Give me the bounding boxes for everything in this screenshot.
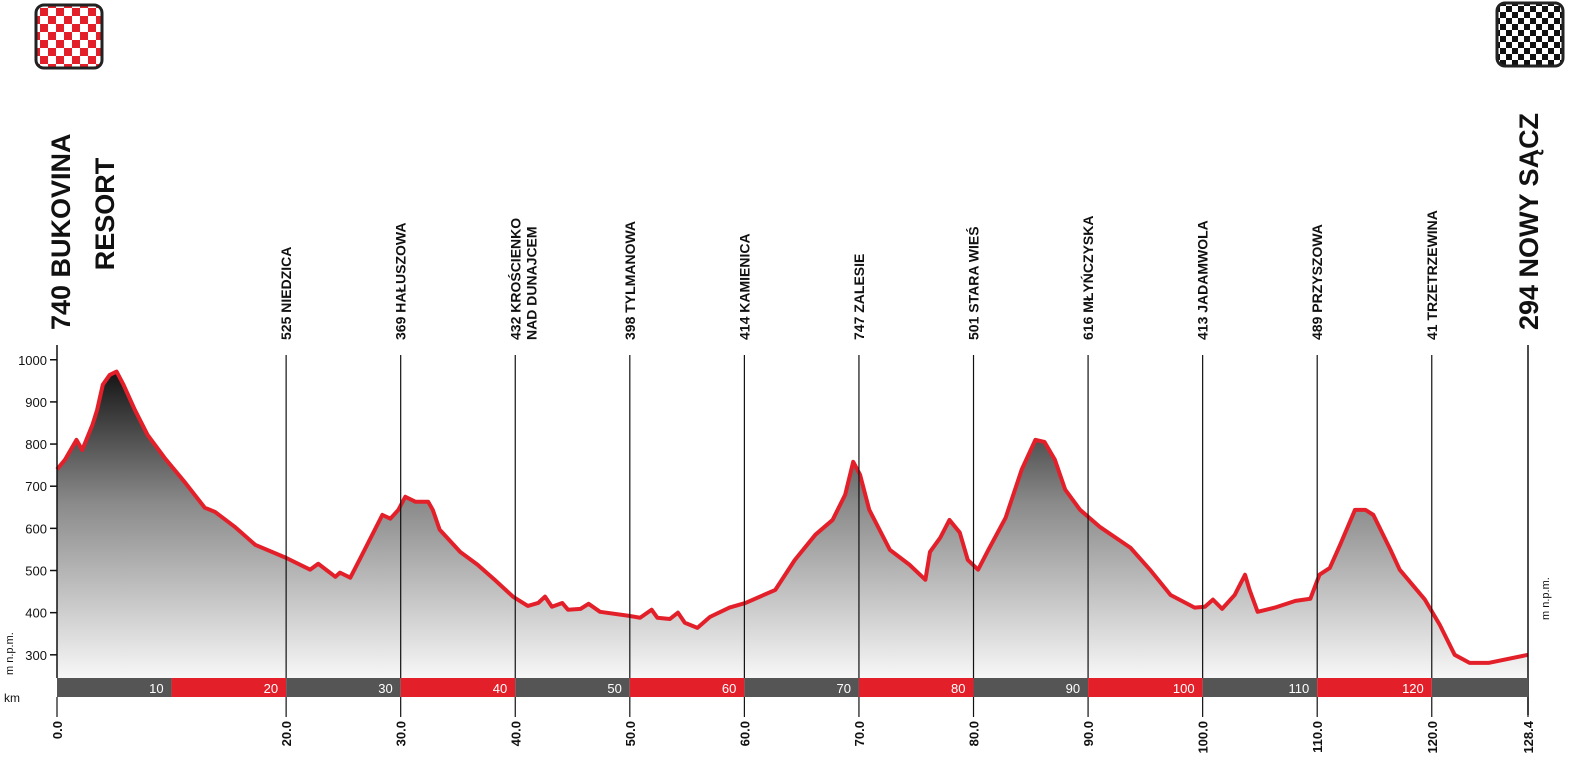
checkpoint-label: 414 KAMIENICA: [736, 233, 752, 340]
km-segment: [1088, 678, 1203, 697]
km-label: 20: [264, 681, 278, 696]
checkpoint-label: 369 HAŁUSZOWA: [393, 223, 409, 340]
y-tick-label: 400: [25, 606, 47, 621]
km-segment: [629, 678, 745, 697]
checkpoint-label: 501 STARA WIEŚ: [965, 226, 982, 340]
x-tick-label: 120.0: [1425, 721, 1440, 754]
x-tick-label: 70.0: [852, 721, 867, 746]
checkpoint-label: 413 JADAMWOLA: [1195, 220, 1211, 340]
km-label: 100: [1173, 681, 1195, 696]
y-tick-label: 1000: [18, 353, 47, 368]
profile-line: [55, 369, 1529, 665]
checkpoint-label: 616 MŁYŃCZYSKA: [1080, 216, 1096, 340]
x-tick-label: 0.0: [50, 721, 65, 739]
y-tick-label: 700: [25, 479, 47, 494]
x-axis-label: km: [4, 691, 20, 705]
start-label: RESORT: [90, 157, 120, 270]
finish-label: 294 NOWY SĄCZ: [1514, 113, 1544, 330]
checkpoint-label: 525 NIEDZICA: [278, 247, 294, 340]
km-label: 10: [149, 681, 163, 696]
km-segment: [57, 678, 172, 697]
x-tick-label: 40.0: [508, 721, 523, 746]
x-tick-label: 80.0: [967, 721, 982, 746]
start-label: 740 BUKOVINA: [46, 133, 76, 330]
checkpoint-label: 432 KROŚCIENKO: [506, 218, 523, 340]
km-label: 120: [1402, 681, 1424, 696]
checkpoint-label: 41 TRZETRZEWINA: [1424, 210, 1440, 340]
y-tick-label: 600: [25, 521, 47, 536]
km-segment: [1431, 678, 1528, 697]
checkpoint-label: 489 PRZYSZOWA: [1309, 224, 1325, 340]
y-axis-label-right: m n.p.m.: [1540, 577, 1552, 620]
profile-area: [57, 371, 1528, 678]
start-flag: [34, 3, 104, 70]
km-segment: [286, 678, 401, 697]
y-axis-label: m n.p.m.: [4, 632, 16, 675]
km-segment: [1202, 678, 1318, 697]
km-segment: [400, 678, 516, 697]
x-tick-label: 110.0: [1310, 721, 1325, 753]
km-label: 90: [1066, 681, 1080, 696]
km-label: 60: [722, 681, 736, 696]
x-tick-label: 90.0: [1081, 721, 1096, 746]
km-label: 80: [951, 681, 965, 696]
x-tick-label: 20.0: [279, 721, 294, 746]
km-segment: [1317, 678, 1432, 697]
x-tick-label: 128.4: [1521, 720, 1536, 753]
y-tick-label: 500: [25, 564, 47, 579]
x-tick-label: 60.0: [737, 721, 752, 746]
checkpoint-label: 747 ZALESIE: [851, 254, 867, 340]
km-label: 50: [607, 681, 621, 696]
y-tick-label: 900: [25, 395, 47, 410]
km-segment: [858, 678, 974, 697]
x-tick-label: 50.0: [623, 721, 638, 746]
km-label: 70: [836, 681, 850, 696]
km-segment: [973, 678, 1089, 697]
checkpoint-label: 398 TYLMANOWA: [622, 221, 638, 340]
km-segment: [515, 678, 630, 697]
finish-flag: [1495, 1, 1565, 68]
x-tick-label: 30.0: [394, 721, 409, 746]
x-tick-label: 100.0: [1196, 721, 1211, 754]
y-tick-label: 300: [25, 648, 47, 663]
km-label: 110: [1288, 681, 1309, 696]
km-segment: [171, 678, 287, 697]
km-label: 30: [378, 681, 392, 696]
km-segment: [744, 678, 859, 697]
km-label: 40: [493, 681, 507, 696]
y-tick-label: 800: [25, 437, 47, 452]
checkpoint-label: NAD DUNAJCEM: [523, 226, 539, 340]
